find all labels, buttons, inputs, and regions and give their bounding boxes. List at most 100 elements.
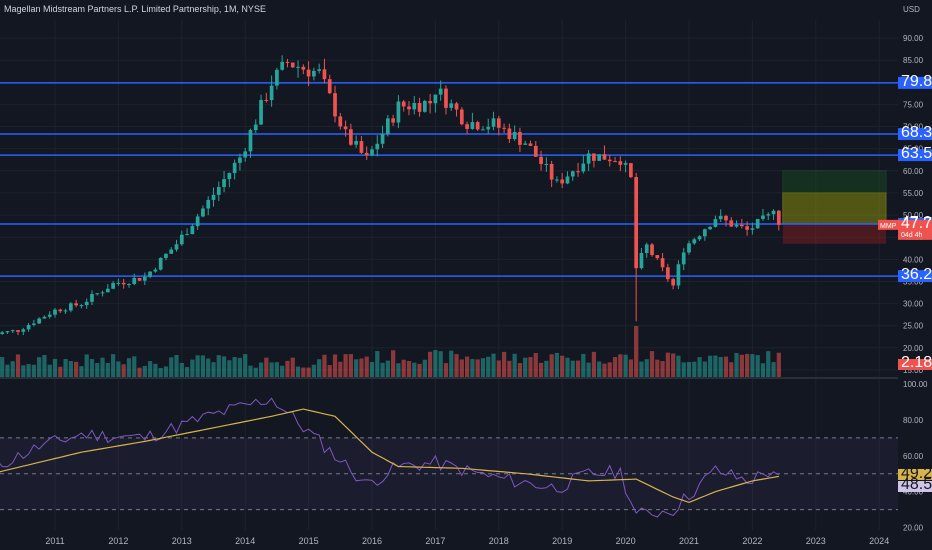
volume-bar xyxy=(195,355,200,378)
candle-body xyxy=(16,330,20,332)
last-price-tag: 47.79 xyxy=(901,215,932,232)
symbol-tag-bg xyxy=(878,219,898,230)
level-tag-text: 36.22 xyxy=(901,266,932,283)
time-axis[interactable]: 2011 2012 2013 2014 2015 2016 2017 2018 2019 2020… xyxy=(45,536,889,546)
candle-body xyxy=(486,126,491,130)
candle-body xyxy=(396,101,401,123)
candle-body xyxy=(10,330,15,332)
candle-body xyxy=(53,309,57,315)
rsi-ma-tag: 48.52 xyxy=(901,476,932,493)
volume-bar xyxy=(126,358,132,378)
candle-body xyxy=(470,122,475,129)
time-tick-label: 2020 xyxy=(616,536,636,546)
candle-body xyxy=(63,310,68,312)
candle-body xyxy=(581,163,586,172)
volume-bar xyxy=(327,365,332,378)
time-tick-label: 2021 xyxy=(679,536,699,546)
candle-body xyxy=(703,229,707,237)
volume-bar xyxy=(380,362,385,378)
candle-body xyxy=(137,278,142,281)
candle-body xyxy=(459,109,464,125)
candle-body xyxy=(253,124,258,131)
position-entry-zone xyxy=(782,192,887,225)
price-tick-label: 25.00 xyxy=(903,322,924,331)
volume-bar xyxy=(538,362,544,378)
volume-bar xyxy=(565,357,570,378)
volume-bar xyxy=(163,366,169,378)
candle-body xyxy=(216,187,221,195)
volume-bar xyxy=(655,359,660,378)
volume-bar xyxy=(697,357,702,378)
price-tick-label: 20.00 xyxy=(903,344,924,353)
candle-body xyxy=(364,152,369,156)
volume-bar xyxy=(184,367,190,378)
candle-body xyxy=(449,103,454,108)
volume-bar xyxy=(359,358,364,378)
position-box[interactable] xyxy=(782,170,887,244)
volume-bar xyxy=(322,354,327,378)
time-tick-label: 2011 xyxy=(45,536,64,546)
candle-body xyxy=(687,243,691,253)
volume-bar xyxy=(147,361,153,378)
candle-body xyxy=(761,215,765,219)
volume-bar xyxy=(332,354,338,378)
candle-body xyxy=(755,218,760,229)
volume-tag-bg xyxy=(898,359,932,370)
candle-body xyxy=(576,171,580,173)
candle-body xyxy=(201,208,205,217)
candle-body xyxy=(438,88,443,95)
position-stop-zone xyxy=(782,223,886,244)
volume-bar xyxy=(507,360,512,378)
candle-body xyxy=(544,163,549,165)
rsi-axis[interactable]: 100.00 80.00 60.00 40.00 20.00 xyxy=(903,380,928,533)
volume-bar xyxy=(755,355,760,378)
candle-body xyxy=(90,294,94,302)
candle-body xyxy=(301,66,306,70)
candle-body xyxy=(185,234,189,236)
volume-bar xyxy=(301,367,306,378)
candle-body xyxy=(713,219,718,227)
price-axis[interactable]: USD 90.0085.0080.0075.0070.0065.0060.005… xyxy=(903,5,924,375)
volume-bar xyxy=(575,360,581,378)
volume-bar xyxy=(702,361,707,378)
volume-bar xyxy=(248,365,253,378)
candle-body xyxy=(766,214,771,216)
axis-tags: 79.8668.3063.5547.9936.22MMP47.7904d 4h2… xyxy=(878,73,932,493)
last-price-tag-bg xyxy=(898,219,932,240)
candle-body xyxy=(465,124,469,129)
volume-bar xyxy=(105,362,110,378)
volume-bar xyxy=(512,353,517,378)
volume-bar xyxy=(406,360,412,378)
horizontal-levels[interactable] xyxy=(0,82,898,277)
candle-body xyxy=(650,244,654,256)
candle-body xyxy=(433,94,438,104)
volume-bar xyxy=(190,359,195,378)
candle-body xyxy=(512,132,517,140)
candle-body xyxy=(95,293,100,295)
candle-body xyxy=(179,234,184,245)
candle-body xyxy=(164,253,168,258)
candle-body xyxy=(58,309,63,312)
volume-bar xyxy=(21,365,26,378)
candle-body xyxy=(359,141,364,153)
rsi-value-tag: 49.29 xyxy=(901,465,932,482)
candle-body xyxy=(613,161,617,163)
candle-body xyxy=(422,100,427,112)
volume-bar xyxy=(179,362,184,378)
candle-body xyxy=(169,249,174,254)
volume-bar xyxy=(750,354,755,378)
candle-body xyxy=(734,224,739,227)
volume-bar xyxy=(26,364,31,378)
candle-body xyxy=(771,210,776,215)
candle-body xyxy=(195,216,200,227)
candle-body xyxy=(655,255,660,259)
candle-body xyxy=(629,163,633,178)
time-tick-label: 2012 xyxy=(108,536,128,546)
time-tick-label: 2023 xyxy=(806,536,826,546)
volume-bar xyxy=(618,354,623,378)
volume-bar xyxy=(274,362,280,378)
candle-body xyxy=(412,102,417,110)
volume-bar xyxy=(306,367,311,378)
volume-bar xyxy=(253,367,258,378)
